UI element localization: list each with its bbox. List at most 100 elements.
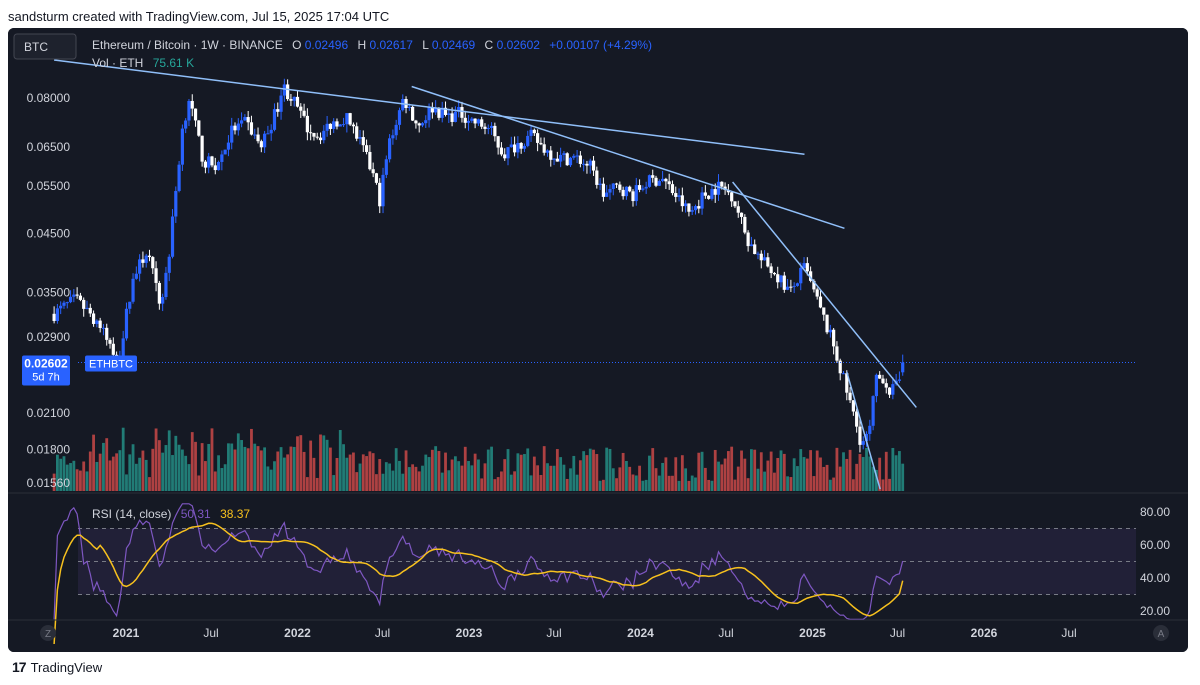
- volume-bar: [483, 463, 487, 491]
- volume-bar: [407, 467, 411, 491]
- candle-body: [144, 255, 148, 263]
- volume-bar: [470, 465, 474, 491]
- candle-body: [670, 184, 675, 194]
- volume-bar: [62, 456, 66, 491]
- candle-body: [457, 107, 461, 112]
- volume-bar: [187, 464, 191, 491]
- candle-body: [605, 192, 609, 197]
- candle-body: [249, 122, 254, 135]
- candle-body: [785, 286, 790, 290]
- price-axis-label: 0.06500: [27, 140, 71, 154]
- volume-bar: [384, 462, 388, 491]
- candle-body: [417, 123, 421, 126]
- candle-body: [309, 132, 313, 134]
- candle-body: [411, 106, 415, 121]
- volume-bar: [526, 448, 530, 491]
- candle-body: [463, 117, 467, 123]
- candle-body: [335, 121, 339, 127]
- volume-bar: [881, 479, 885, 491]
- z-button[interactable]: Z: [45, 629, 51, 640]
- candle-body: [769, 266, 773, 273]
- candle-body: [315, 136, 319, 138]
- candle-body: [822, 307, 826, 315]
- volume-bar: [835, 447, 839, 491]
- volume-bar: [309, 440, 313, 491]
- volume-bar: [789, 477, 793, 491]
- volume-bar: [177, 444, 181, 491]
- volume-bar: [434, 446, 438, 491]
- a-button[interactable]: A: [1158, 629, 1165, 640]
- volume-bar: [328, 447, 332, 491]
- volume-bar: [246, 448, 250, 491]
- volume-bar: [167, 430, 171, 491]
- volume-bar: [825, 464, 829, 491]
- candle-body: [621, 189, 625, 197]
- candle-body: [568, 157, 573, 166]
- volume-bar: [782, 453, 786, 491]
- chart-frame: 0.08000 0.06500 0.05500 0.04500 0.03500 0.029…: [8, 28, 1188, 652]
- candle-body: [700, 192, 704, 209]
- volume-bar: [69, 463, 72, 491]
- candle-body: [519, 142, 523, 149]
- trend-line: [732, 181, 917, 408]
- candle-body: [545, 150, 550, 153]
- candle-body: [98, 320, 102, 329]
- candle-body: [647, 175, 652, 187]
- volume-bar: [72, 460, 76, 491]
- candle-body: [239, 120, 244, 124]
- candle-body: [657, 180, 661, 186]
- legend-h-label: H: [357, 38, 366, 52]
- candle-body: [539, 142, 543, 145]
- candle-body: [276, 109, 280, 112]
- volume-bar: [746, 478, 750, 491]
- volume-bar: [707, 479, 711, 491]
- volume-bar: [243, 446, 247, 491]
- candle-body: [75, 294, 79, 296]
- candle-body: [637, 185, 642, 190]
- candle-body: [766, 257, 770, 267]
- volume-bar: [740, 450, 743, 491]
- volume-bar: [414, 466, 418, 491]
- volume-bar: [417, 471, 421, 491]
- volume-bar: [769, 451, 773, 491]
- volume-bar: [312, 457, 316, 491]
- volume-bar: [516, 453, 520, 491]
- candle-body: [91, 313, 96, 324]
- candle-body: [614, 183, 619, 185]
- volume-bar: [131, 444, 135, 491]
- symbol-box[interactable]: BTC: [24, 40, 48, 54]
- candle-body: [631, 191, 635, 202]
- volume-bar: [759, 452, 763, 491]
- volume-bar: [296, 436, 299, 491]
- candle-body: [443, 107, 448, 115]
- volume-bar: [194, 441, 197, 491]
- candle-body: [82, 299, 86, 309]
- volume-bar: [690, 475, 694, 491]
- volume-bar: [157, 440, 161, 491]
- candle-body: [52, 313, 56, 321]
- candle-body: [562, 153, 566, 155]
- volume-bar: [223, 464, 227, 491]
- candle-body: [782, 275, 786, 290]
- ethbtc-chart[interactable]: 0.08000 0.06500 0.05500 0.04500 0.03500 0.029…: [8, 28, 1188, 652]
- candle-body: [141, 259, 145, 263]
- candle-body: [723, 186, 727, 190]
- volume-bar: [700, 451, 704, 491]
- volume-bar: [118, 450, 122, 491]
- volume-bar: [628, 466, 632, 491]
- candle-body: [407, 106, 411, 108]
- volume-bar: [828, 479, 832, 491]
- volume-bar: [227, 443, 230, 491]
- volume-bar: [717, 461, 720, 491]
- volume-bar: [134, 463, 138, 491]
- rsi-legend-ma: 38.37: [220, 507, 250, 521]
- volume-bar: [519, 454, 523, 491]
- volume-bar: [611, 468, 615, 491]
- volume-bar: [694, 477, 697, 491]
- volume-bar: [490, 446, 493, 491]
- candle-body: [473, 118, 477, 124]
- volume-bar: [141, 450, 145, 491]
- volume-bar: [779, 450, 783, 491]
- volume-bar: [792, 458, 796, 491]
- volume-bar: [595, 454, 599, 491]
